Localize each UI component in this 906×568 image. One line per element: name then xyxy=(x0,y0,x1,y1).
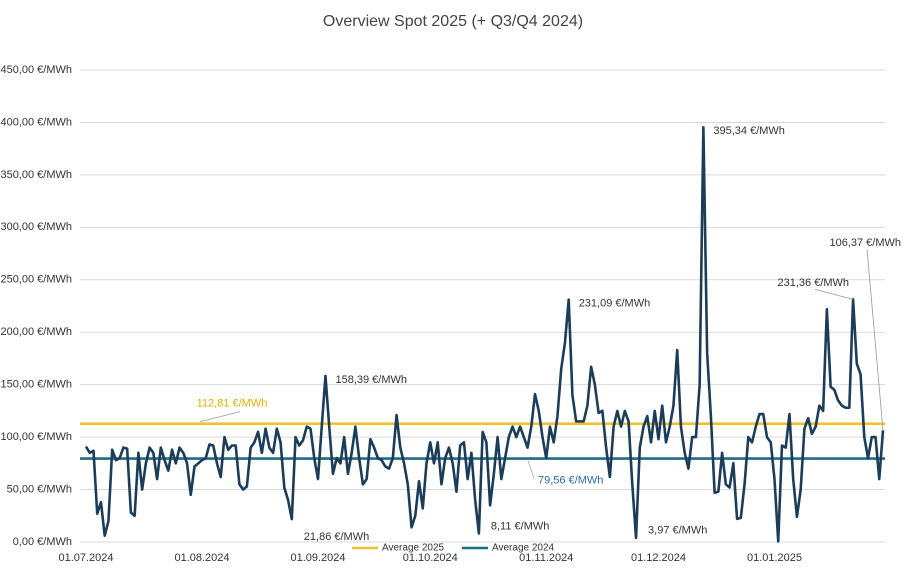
chart-title: Overview Spot 2025 (+ Q3/Q4 2024) xyxy=(323,13,583,30)
leader-line xyxy=(527,460,535,479)
average-label: 79,56 €/MWh xyxy=(538,474,603,486)
y-tick-label: 100,00 €/MWh xyxy=(0,431,72,443)
x-tick-label: 01.12.2024 xyxy=(631,552,686,564)
data-label: 231,36 €/MWh xyxy=(778,277,850,289)
legend-label: Average 2025 xyxy=(382,543,445,554)
average-label: 112,81 €/MWh xyxy=(197,398,268,410)
data-label: 106,37 €/MWh xyxy=(829,237,901,249)
x-tick-label: 01.09.2024 xyxy=(290,552,345,564)
leader-line xyxy=(866,248,884,431)
y-tick-label: 350,00 €/MWh xyxy=(0,169,72,181)
x-tick-label: 01.11.2024 xyxy=(519,552,573,564)
legend-label: Average 2024 xyxy=(492,543,555,554)
data-label: 21,86 €/MWh xyxy=(304,531,369,543)
data-label: 395,34 €/MWh xyxy=(713,125,785,137)
x-tick-label: 01.07.2024 xyxy=(58,552,113,564)
x-tick-label: 01.08.2024 xyxy=(174,552,229,564)
x-tick-label: 01.10.2024 xyxy=(403,552,458,564)
data-line xyxy=(84,126,885,543)
data-label: 158,39 €/MWh xyxy=(335,374,407,386)
y-tick-label: 0,00 €/MWh xyxy=(13,536,72,548)
data-label: 8,11 €/MWh xyxy=(491,520,550,532)
x-tick-label: 01.01.2025 xyxy=(747,552,802,564)
y-tick-label: 50,00 €/MWh xyxy=(7,483,72,495)
leader-line xyxy=(814,288,854,300)
leader-line xyxy=(199,411,241,423)
y-tick-label: 250,00 €/MWh xyxy=(0,274,72,286)
y-tick-label: 400,00 €/MWh xyxy=(0,116,72,128)
data-label: 231,09 €/MWh xyxy=(579,298,651,310)
y-tick-label: 200,00 €/MWh xyxy=(0,326,72,338)
y-tick-label: 450,00 €/MWh xyxy=(0,64,72,76)
data-label: 3,97 €/MWh xyxy=(648,525,707,537)
y-tick-label: 150,00 €/MWh xyxy=(0,379,72,391)
y-tick-label: 300,00 €/MWh xyxy=(0,221,72,233)
